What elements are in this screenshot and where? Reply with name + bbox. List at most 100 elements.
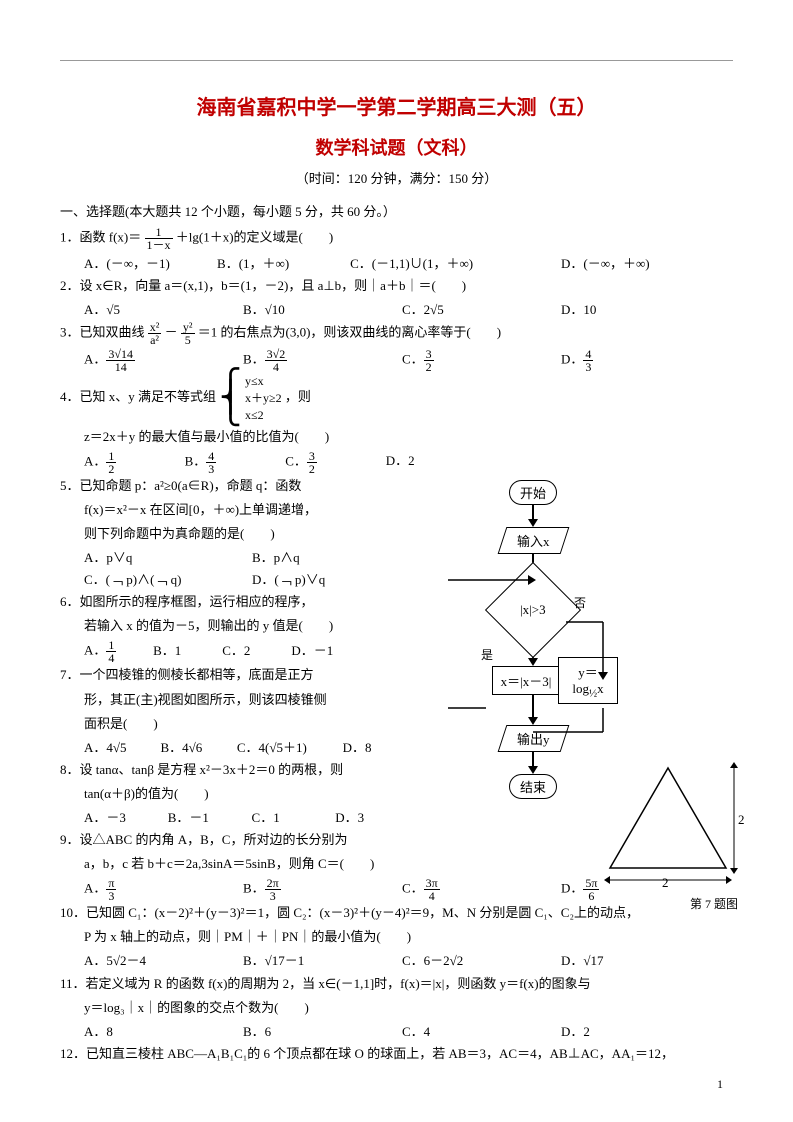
q3-f2: y²5 [181, 321, 195, 346]
q8-B: B．－1 [168, 807, 249, 829]
exam-page: 海南省嘉积中学一学第二学期高三大测（五） 数学科试题（文科） （时间：120 分… [0, 0, 793, 1122]
q8-opts: A．－3 B．－1 C．1 D．3 [60, 807, 450, 829]
q4-C: C．32 [285, 450, 382, 475]
q4-stem: 4．已知 x、y 满足不等式组 [60, 389, 216, 404]
q8-A: A．－3 [84, 807, 165, 829]
q4-A: A．12 [84, 450, 181, 475]
q1: 1．函数 f(x)＝ 11－x ＋lg(1＋x)的定义域是( ) [60, 226, 733, 251]
q9-l2: a，b，c 若 b＋c＝2a,3sinA＝5sinB，则角 C＝( ) [60, 853, 450, 875]
q10-A: A．5√2－4 [84, 950, 240, 972]
q4-sys: y≤x x＋y≥2 x≤2 [245, 373, 282, 423]
q3-D: D．43 [561, 348, 717, 373]
q7-l1: 7．一个四棱锥的侧棱长都相等，底面是正方 [60, 664, 450, 686]
triangle-figure: 2 2 [598, 760, 738, 895]
page-number: 1 [717, 1077, 723, 1092]
q2-opts: A．√5 B．√10 C．2√5 D．10 [60, 299, 733, 321]
q9-A: A．π3 [84, 877, 240, 902]
fc-right: y＝log½x [558, 657, 618, 705]
q3-A: A．3√1414 [84, 348, 240, 373]
q3-f1: x²a² [148, 321, 162, 346]
page-subtitle: 数学科试题（文科） [60, 134, 733, 160]
q8-C: C．1 [252, 807, 333, 829]
q7-l2: 形，其正(主)视图如图所示，则该四棱锥侧 [60, 689, 450, 711]
q8-l1: 8．设 tanα、tanβ 是方程 x²－3x＋2＝0 的两根，则 [60, 759, 450, 781]
q6-D: D．－1 [291, 640, 357, 662]
q2-B: B．√10 [243, 299, 399, 321]
q3: 3．已知双曲线 x²a² － y²5 ＝1 的右焦点为(3,0)，则该双曲线的离… [60, 321, 733, 346]
q4-opts: A．12 B．43 C．32 D．2 [60, 450, 733, 475]
q2: 2．设 x∈R，向量 a＝(x,1)，b＝(1，－2)，且 a⊥b，则｜a＋b｜… [60, 275, 733, 297]
fc-yes: 是 [481, 646, 493, 663]
tri-h: 2 [738, 812, 745, 828]
q6-opts: A．14 B．1 C．2 D．－1 [60, 639, 450, 664]
q8-D: D．3 [335, 807, 416, 829]
q10-B: B．√17－1 [243, 950, 399, 972]
q5-l2: f(x)＝x²－x 在区间[0，＋∞)上单调递增， [60, 499, 450, 521]
q7-D: D．8 [343, 737, 409, 759]
q2-A: A．√5 [84, 299, 240, 321]
q1-stem-a: 1．函数 f(x)＝ [60, 229, 141, 244]
q10-l2: P 为 x 轴上的动点，则｜PM｜＋｜PN｜的最小值为( ) [60, 926, 733, 948]
triangle-icon [598, 760, 738, 890]
q6-A: A．14 [84, 639, 150, 664]
q6-B: B．1 [153, 640, 219, 662]
timing-line: （时间：120 分钟，满分：150 分） [60, 168, 733, 187]
q3-C: C．32 [402, 348, 558, 373]
q11-B: B．6 [243, 1021, 399, 1043]
q3-a: 3．已知双曲线 [60, 325, 145, 340]
brace-icon: ⎧⎨⎩ [219, 380, 242, 416]
page-title: 海南省嘉积中学一学第二学期高三大测（五） [60, 91, 733, 120]
q11-l1: 11．若定义域为 R 的函数 f(x)的周期为 2，当 x∈(－1,1]时，f(… [60, 973, 733, 995]
q11-opts: A．8 B．6 C．4 D．2 [60, 1021, 733, 1043]
fc-start: 开始 [509, 480, 557, 505]
q6-l2: 若输入 x 的值为－5，则输出的 y 值是( ) [60, 615, 450, 637]
q1-A: A．(－∞，－1) [84, 253, 214, 275]
q7-l3: 面积是( ) [60, 713, 450, 735]
fc-no: 否 [574, 594, 586, 611]
q10-opts: A．5√2－4 B．√17－1 C．6－2√2 D．√17 [60, 950, 733, 972]
q1-frac: 11－x [145, 226, 173, 251]
tri-w: 2 [662, 875, 669, 891]
q3-b: ＝1 的右焦点为(3,0)，则该双曲线的离心率等于( ) [198, 325, 501, 340]
q6-C: C．2 [222, 640, 288, 662]
q10-C: C．6－2√2 [402, 950, 558, 972]
q1-stem-b: ＋lg(1＋x)的定义域是( ) [176, 229, 333, 244]
q1-B: B．(1，＋∞) [217, 253, 347, 275]
q9-C: C．3π4 [402, 877, 558, 902]
q2-C: C．2√5 [402, 299, 558, 321]
q5-A: A．p∨q [84, 547, 249, 569]
q11-C: C．4 [402, 1021, 558, 1043]
q9-l1: 9．设△ABC 的内角 A，B，C，所对边的长分别为 [60, 829, 450, 851]
section-1-heading: 一、选择题(本大题共 12 个小题，每小题 5 分，共 60 分。） [60, 201, 733, 220]
q7-A: A．4√5 [84, 737, 157, 759]
q2-D: D．10 [561, 299, 717, 321]
fc-cond: |x|>3 [485, 562, 581, 658]
q1-C: C．(－1,1)∪(1，＋∞) [350, 253, 558, 275]
fc-output: 输出y [497, 725, 568, 752]
top-rule [60, 60, 733, 61]
q6-l1: 6．如图所示的程序框图，运行相应的程序， [60, 591, 450, 613]
flowchart-figure: 开始 输入x |x|>3 是 否 x＝|x－3| y＝log½x 输出y 结束 [448, 480, 618, 799]
q4-after: ，则 [285, 389, 311, 404]
q10-D: D．√17 [561, 950, 717, 972]
q4-D: D．2 [386, 450, 483, 472]
q7-C: C．4(√5＋1) [237, 737, 339, 759]
q11-A: A．8 [84, 1021, 240, 1043]
q4-B: B．43 [185, 450, 282, 475]
q11-l2: y＝log₃｜x｜的图象的交点个数为( ) [60, 997, 733, 1019]
q5-l3: 则下列命题中为真命题的是( ) [60, 523, 450, 545]
q5-opts: A．p∨q B．p∧q C．(﹁ p)∧(﹁ q) D．(﹁ p)∨q [60, 547, 450, 591]
q3-opts: A．3√1414 B．3√24 C．32 D．43 [60, 348, 733, 373]
fc-input: 输入x [497, 527, 568, 554]
triangle-caption: 第 7 题图 [608, 895, 738, 912]
q9-B: B．2π3 [243, 877, 399, 902]
q11-D: D．2 [561, 1021, 717, 1043]
q8-l2: tan(α＋β)的值为( ) [60, 783, 450, 805]
q1-D: D．(－∞，＋∞) [561, 253, 717, 275]
q7-opts: A．4√5 B．4√6 C．4(√5＋1) D．8 [60, 737, 450, 759]
q5-C: C．(﹁ p)∧(﹁ q) [84, 569, 249, 591]
left-column: 5．已知命题 p：a²≥0(a∈R)，命题 q：函数 f(x)＝x²－x 在区间… [60, 475, 450, 876]
q7-B: B．4√6 [160, 737, 233, 759]
q12-l1: 12．已知直三棱柱 ABC—A₁B₁C₁的 6 个顶点都在球 O 的球面上，若 … [60, 1043, 733, 1065]
q4-l2: z＝2x＋y 的最大值与最小值的比值为( ) [60, 426, 733, 448]
